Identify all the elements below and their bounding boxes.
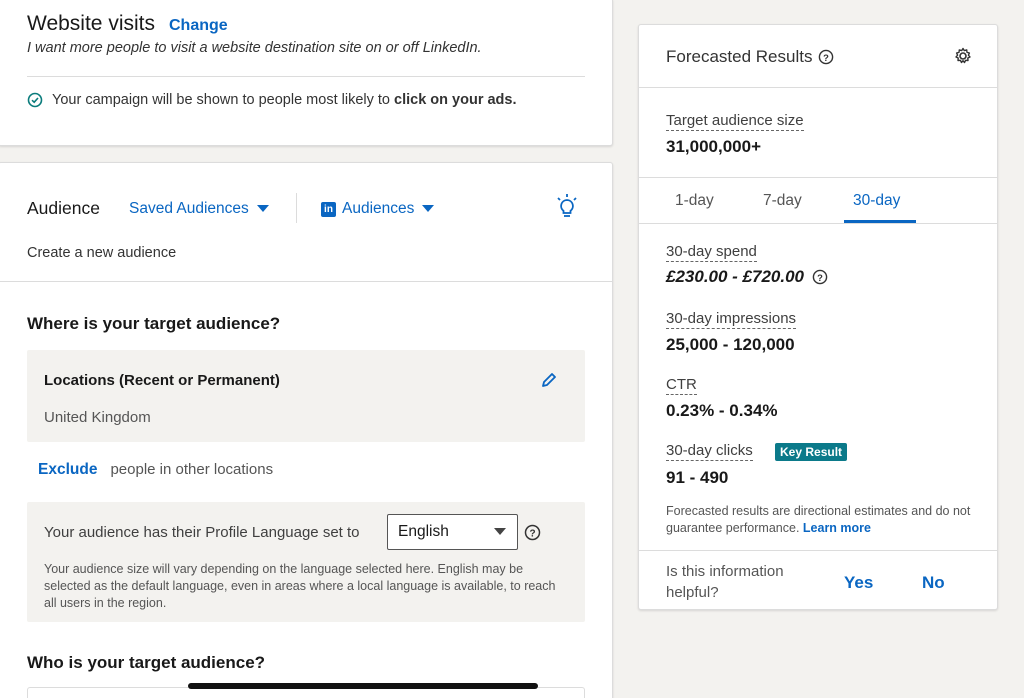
caret-down-icon [422, 205, 435, 213]
caret-down-icon [256, 205, 269, 213]
saved-audiences-label: Saved Audiences [129, 200, 249, 217]
ctr-value: 0.23% - 0.34% [666, 401, 778, 420]
active-tab-indicator [844, 220, 916, 223]
spend-label[interactable]: 30-day spend [666, 243, 757, 262]
who-heading: Who is your target audience? [27, 653, 266, 672]
language-select-value: English [398, 523, 449, 540]
help-icon[interactable]: ? [818, 49, 834, 65]
forecast-card: Forecasted Results ? Target audience siz… [638, 24, 998, 610]
linkedin-logo-icon: in [321, 201, 336, 217]
gear-icon[interactable] [954, 47, 972, 65]
objective-title: Website visits [27, 12, 155, 35]
forecast-title: Forecasted Results [666, 47, 813, 66]
helpful-question: Is this information helpful? [666, 563, 784, 601]
audience-card: Audience Saved Audiences in Audiences Cr… [0, 162, 613, 698]
exclude-text: people in other locations [110, 461, 274, 478]
divider [27, 76, 585, 77]
forecast-header: Forecasted Results ? [639, 25, 997, 88]
locations-box: Locations (Recent or Permanent) United K… [27, 350, 585, 442]
key-result-badge: Key Result [775, 443, 848, 461]
spend-row: £230.00 - £720.00 ? [666, 267, 828, 287]
campaign-notice: Your campaign will be shown to people mo… [27, 92, 517, 108]
edit-pencil-icon[interactable] [541, 372, 557, 388]
period-tabs: 1-day 7-day 30-day [639, 178, 997, 224]
language-box: Your audience has their Profile Language… [27, 502, 585, 622]
audience-size-section: Target audience size 31,000,000+ [639, 88, 997, 178]
impressions-label[interactable]: 30-day impressions [666, 310, 797, 329]
tab-7-day[interactable]: 7-day [763, 192, 802, 209]
disclaimer-text: Forecasted results are directional estim… [666, 504, 971, 535]
clicks-label[interactable]: 30-day clicks [666, 442, 753, 461]
spend-value: £230.00 - £720.00 [666, 267, 805, 286]
objective-description: I want more people to visit a website de… [27, 40, 482, 56]
clicks-value: 91 - 490 [666, 468, 729, 487]
vertical-divider [296, 193, 297, 223]
linkedin-audiences-label: Audiences [342, 200, 415, 217]
tab-1-day[interactable]: 1-day [675, 192, 714, 209]
language-prompt: Your audience has their Profile Language… [44, 524, 360, 541]
home-indicator[interactable] [188, 683, 538, 689]
saved-audiences-dropdown[interactable]: Saved Audiences [129, 200, 269, 218]
linkedin-audiences-dropdown[interactable]: in Audiences [321, 200, 435, 218]
language-note: Your audience size will vary depending o… [44, 562, 556, 610]
yes-button[interactable]: Yes [844, 573, 874, 592]
check-circle-icon [27, 92, 43, 108]
where-heading: Where is your target audience? [27, 314, 281, 333]
tab-30-day[interactable]: 30-day [853, 192, 901, 209]
notice-bold-text: click on your ads. [394, 92, 517, 108]
audience-heading: Audience [27, 198, 100, 218]
create-new-audience-text: Create a new audience [27, 245, 177, 261]
svg-text:?: ? [529, 529, 535, 540]
notice-text: Your campaign will be shown to people mo… [52, 92, 390, 108]
lightbulb-icon[interactable] [555, 193, 579, 219]
audience-size-label[interactable]: Target audience size [666, 112, 804, 131]
impressions-value: 25,000 - 120,000 [666, 335, 795, 354]
learn-more-link[interactable]: Learn more [802, 521, 871, 535]
svg-text:?: ? [817, 272, 823, 283]
divider [0, 281, 612, 282]
help-icon[interactable]: ? [812, 269, 828, 285]
change-objective-link[interactable]: Change [168, 17, 228, 34]
disclaimer: Forecasted results are directional estim… [666, 503, 976, 537]
audience-size-value: 31,000,000+ [666, 137, 762, 156]
help-icon[interactable]: ? [524, 524, 541, 541]
language-select[interactable]: English [387, 514, 518, 550]
locations-label: Locations (Recent or Permanent) [44, 372, 280, 389]
svg-text:?: ? [824, 52, 830, 63]
exclude-link[interactable]: Exclude [38, 461, 98, 478]
feedback-section: Is this information helpful? Yes No [639, 550, 997, 609]
objective-card: Website visits Change I want more people… [0, 0, 613, 146]
locations-value: United Kingdom [44, 409, 151, 426]
exclude-row: Exclude people in other locations [38, 461, 273, 479]
caret-down-icon [494, 528, 506, 536]
no-button[interactable]: No [922, 573, 945, 592]
ctr-label[interactable]: CTR [666, 376, 697, 395]
